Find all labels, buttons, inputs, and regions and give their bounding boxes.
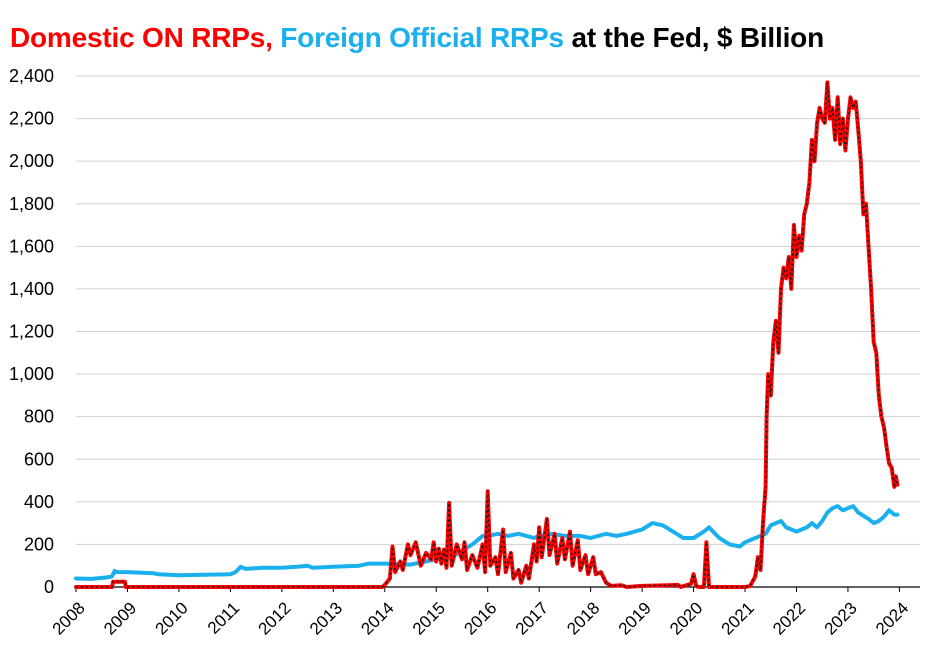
y-tick-label: 1,400 xyxy=(9,279,54,299)
x-tick-label: 2009 xyxy=(100,598,140,638)
y-tick-label: 1,000 xyxy=(9,364,54,384)
gridlines xyxy=(76,75,920,545)
x-tick-label: 2024 xyxy=(872,598,912,638)
series-line-foreign xyxy=(74,504,900,581)
title-foreign: Foreign Official RRPs xyxy=(280,22,564,53)
x-tick-label: 2008 xyxy=(49,598,89,638)
x-tick-label: 2015 xyxy=(409,598,449,638)
plot-area xyxy=(74,80,900,589)
x-tick-label: 2011 xyxy=(204,598,243,637)
x-tick-label: 2022 xyxy=(769,598,809,638)
x-tick-label: 2017 xyxy=(512,598,552,638)
title-domestic: Domestic ON RRPs, xyxy=(10,22,273,53)
y-tick-label: 1,200 xyxy=(9,322,54,342)
y-tick-label: 2,400 xyxy=(9,66,54,86)
y-tick-label: 2,000 xyxy=(9,151,54,171)
y-tick-label: 1,600 xyxy=(9,236,54,256)
y-tick-label: 2,200 xyxy=(9,109,54,129)
chart-title: Domestic ON RRPs, Foreign Official RRPs … xyxy=(10,22,824,54)
x-tick-label: 2023 xyxy=(821,598,861,638)
x-tick-label: 2013 xyxy=(306,598,346,638)
y-tick-label: 800 xyxy=(24,407,54,427)
y-tick-label: 200 xyxy=(24,534,54,554)
y-tick-label: 1,800 xyxy=(9,194,54,214)
y-tick-label: 0 xyxy=(44,577,54,597)
y-tick-label: 600 xyxy=(24,449,54,469)
series-line-domestic-dotted xyxy=(76,81,899,588)
x-axis: 2008 2009 2010 2011 2012 2013 2014 2015 2016 2017… xyxy=(49,586,920,639)
x-tick-label: 2019 xyxy=(615,598,655,638)
title-rest: at the Fed, $ Billion xyxy=(571,22,824,53)
x-tick-label: 2021 xyxy=(718,598,758,638)
x-tick-label: 2018 xyxy=(563,598,603,638)
y-axis: 0 200 400 600 800 1,000 1,200 1,400 1,600 1,800 2,… xyxy=(9,66,54,597)
y-tick-label: 400 xyxy=(24,492,54,512)
x-tick-label: 2020 xyxy=(666,598,706,638)
x-tick-label: 2010 xyxy=(152,598,192,638)
x-tick-label: 2012 xyxy=(254,598,294,638)
x-tick-label: 2016 xyxy=(460,598,500,638)
x-tick-label: 2014 xyxy=(357,598,397,638)
